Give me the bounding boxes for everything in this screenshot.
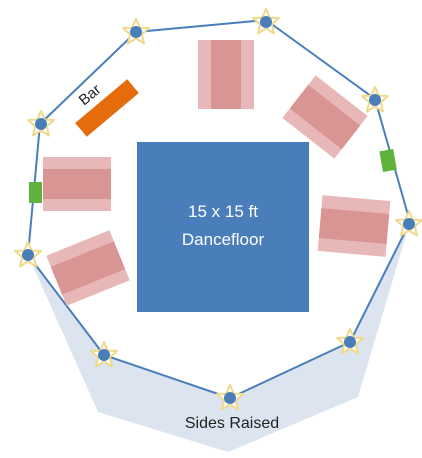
table-left-lower — [46, 230, 130, 306]
dancefloor-name-label: Dancefloor — [182, 230, 265, 249]
table-right-upper — [282, 75, 368, 159]
table-right — [317, 195, 391, 257]
dancefloor-size-label: 15 x 15 ft — [188, 202, 258, 221]
table-left — [43, 157, 111, 211]
table-top — [198, 40, 254, 109]
dancefloor — [137, 142, 309, 312]
entrance-left — [29, 182, 42, 203]
bar — [75, 79, 139, 137]
bar-group — [75, 79, 139, 137]
sides-raised-label: Sides Raised — [185, 415, 279, 432]
entrance-right — [379, 148, 397, 173]
raised-sides-area — [28, 222, 410, 452]
